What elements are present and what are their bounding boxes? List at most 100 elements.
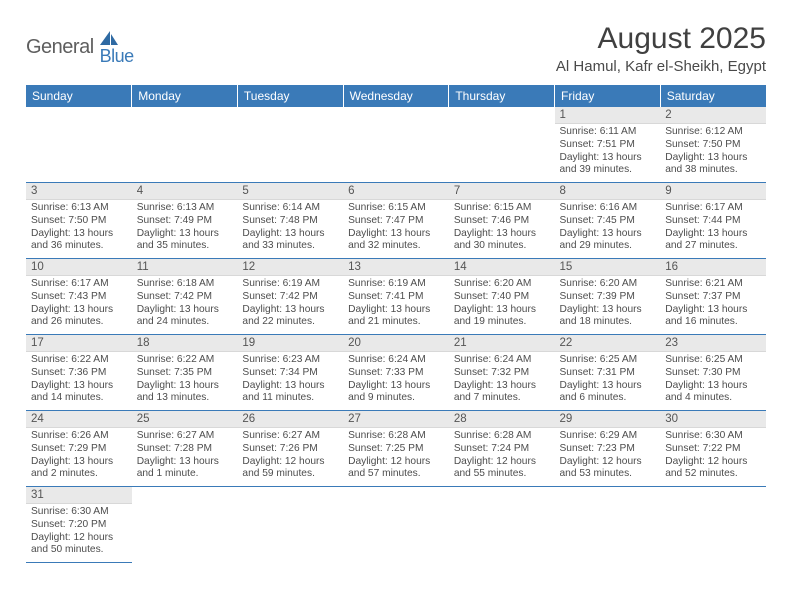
daylight-line: Daylight: 13 hours and 26 minutes.: [31, 304, 127, 330]
calendar-cell: 9Sunrise: 6:17 AMSunset: 7:44 PMDaylight…: [660, 183, 766, 259]
calendar-cell: 17Sunrise: 6:22 AMSunset: 7:36 PMDayligh…: [26, 335, 132, 411]
calendar-body: .....1Sunrise: 6:11 AMSunset: 7:51 PMDay…: [26, 107, 766, 563]
calendar-cell: .: [26, 107, 132, 183]
day-body: Sunrise: 6:23 AMSunset: 7:34 PMDaylight:…: [237, 352, 343, 411]
sunrise-line: Sunrise: 6:25 AM: [560, 354, 656, 367]
daylight-line: Daylight: 12 hours and 57 minutes.: [348, 456, 444, 482]
calendar-cell: 3Sunrise: 6:13 AMSunset: 7:50 PMDaylight…: [26, 183, 132, 259]
daylight-line: Daylight: 13 hours and 24 minutes.: [137, 304, 233, 330]
day-number: 28: [449, 411, 555, 428]
day-body: Sunrise: 6:22 AMSunset: 7:35 PMDaylight:…: [132, 352, 238, 411]
sunrise-line: Sunrise: 6:21 AM: [665, 278, 761, 291]
calendar-cell: 14Sunrise: 6:20 AMSunset: 7:40 PMDayligh…: [449, 259, 555, 335]
day-body: Sunrise: 6:19 AMSunset: 7:41 PMDaylight:…: [343, 276, 449, 335]
day-body: [555, 503, 661, 563]
daylight-line: Daylight: 13 hours and 36 minutes.: [31, 228, 127, 254]
day-number: 12: [237, 259, 343, 276]
sunrise-line: Sunrise: 6:14 AM: [242, 202, 338, 215]
calendar-cell: 7Sunrise: 6:15 AMSunset: 7:46 PMDaylight…: [449, 183, 555, 259]
day-number: 8: [555, 183, 661, 200]
weekday-header: Saturday: [660, 85, 766, 107]
sunrise-line: Sunrise: 6:22 AM: [137, 354, 233, 367]
calendar-cell: 31Sunrise: 6:30 AMSunset: 7:20 PMDayligh…: [26, 487, 132, 563]
calendar-cell: 8Sunrise: 6:16 AMSunset: 7:45 PMDaylight…: [555, 183, 661, 259]
day-number: 2: [660, 107, 766, 124]
calendar-cell: 25Sunrise: 6:27 AMSunset: 7:28 PMDayligh…: [132, 411, 238, 487]
calendar-row: 17Sunrise: 6:22 AMSunset: 7:36 PMDayligh…: [26, 335, 766, 411]
weekday-header: Thursday: [449, 85, 555, 107]
calendar-cell: .: [343, 487, 449, 563]
day-number: 9: [660, 183, 766, 200]
calendar-cell: 12Sunrise: 6:19 AMSunset: 7:42 PMDayligh…: [237, 259, 343, 335]
calendar-cell: 13Sunrise: 6:19 AMSunset: 7:41 PMDayligh…: [343, 259, 449, 335]
sunrise-line: Sunrise: 6:28 AM: [454, 430, 550, 443]
day-number: 5: [237, 183, 343, 200]
day-body: Sunrise: 6:25 AMSunset: 7:31 PMDaylight:…: [555, 352, 661, 411]
sunset-line: Sunset: 7:44 PM: [665, 215, 761, 228]
day-body: Sunrise: 6:26 AMSunset: 7:29 PMDaylight:…: [26, 428, 132, 487]
sunrise-line: Sunrise: 6:20 AM: [454, 278, 550, 291]
day-body: Sunrise: 6:13 AMSunset: 7:49 PMDaylight:…: [132, 200, 238, 259]
day-number: 17: [26, 335, 132, 352]
daylight-line: Daylight: 13 hours and 22 minutes.: [242, 304, 338, 330]
day-body: [26, 123, 132, 183]
calendar-page: General Blue August 2025 Al Hamul, Kafr …: [0, 0, 792, 563]
day-number: 18: [132, 335, 238, 352]
day-number: 19: [237, 335, 343, 352]
sunrise-line: Sunrise: 6:30 AM: [665, 430, 761, 443]
day-number: 4: [132, 183, 238, 200]
sunrise-line: Sunrise: 6:19 AM: [348, 278, 444, 291]
sunset-line: Sunset: 7:28 PM: [137, 443, 233, 456]
daylight-line: Daylight: 12 hours and 59 minutes.: [242, 456, 338, 482]
daylight-line: Daylight: 13 hours and 33 minutes.: [242, 228, 338, 254]
sunrise-line: Sunrise: 6:22 AM: [31, 354, 127, 367]
day-number: 21: [449, 335, 555, 352]
sunset-line: Sunset: 7:49 PM: [137, 215, 233, 228]
day-body: [343, 503, 449, 563]
sunrise-line: Sunrise: 6:30 AM: [31, 506, 127, 519]
sunrise-line: Sunrise: 6:29 AM: [560, 430, 656, 443]
daylight-line: Daylight: 13 hours and 9 minutes.: [348, 380, 444, 406]
sunrise-line: Sunrise: 6:13 AM: [137, 202, 233, 215]
day-body: Sunrise: 6:21 AMSunset: 7:37 PMDaylight:…: [660, 276, 766, 335]
sunset-line: Sunset: 7:51 PM: [560, 139, 656, 152]
calendar-cell: 10Sunrise: 6:17 AMSunset: 7:43 PMDayligh…: [26, 259, 132, 335]
calendar-cell: .: [132, 487, 238, 563]
calendar-cell: 11Sunrise: 6:18 AMSunset: 7:42 PMDayligh…: [132, 259, 238, 335]
calendar-cell: .: [660, 487, 766, 563]
calendar-cell: 16Sunrise: 6:21 AMSunset: 7:37 PMDayligh…: [660, 259, 766, 335]
sunset-line: Sunset: 7:37 PM: [665, 291, 761, 304]
day-number: 24: [26, 411, 132, 428]
sunrise-line: Sunrise: 6:15 AM: [454, 202, 550, 215]
sunset-line: Sunset: 7:47 PM: [348, 215, 444, 228]
day-body: Sunrise: 6:30 AMSunset: 7:20 PMDaylight:…: [26, 504, 132, 563]
day-body: Sunrise: 6:24 AMSunset: 7:33 PMDaylight:…: [343, 352, 449, 411]
daylight-line: Daylight: 13 hours and 32 minutes.: [348, 228, 444, 254]
calendar-row: .....1Sunrise: 6:11 AMSunset: 7:51 PMDay…: [26, 107, 766, 183]
day-body: [237, 503, 343, 563]
day-body: [343, 123, 449, 183]
day-body: Sunrise: 6:17 AMSunset: 7:44 PMDaylight:…: [660, 200, 766, 259]
calendar-row: 3Sunrise: 6:13 AMSunset: 7:50 PMDaylight…: [26, 183, 766, 259]
calendar-row: 10Sunrise: 6:17 AMSunset: 7:43 PMDayligh…: [26, 259, 766, 335]
day-number: 27: [343, 411, 449, 428]
sunset-line: Sunset: 7:24 PM: [454, 443, 550, 456]
sunset-line: Sunset: 7:23 PM: [560, 443, 656, 456]
calendar-cell: 21Sunrise: 6:24 AMSunset: 7:32 PMDayligh…: [449, 335, 555, 411]
day-number: 22: [555, 335, 661, 352]
day-body: Sunrise: 6:13 AMSunset: 7:50 PMDaylight:…: [26, 200, 132, 259]
day-number: 29: [555, 411, 661, 428]
day-body: Sunrise: 6:22 AMSunset: 7:36 PMDaylight:…: [26, 352, 132, 411]
calendar-cell: 27Sunrise: 6:28 AMSunset: 7:25 PMDayligh…: [343, 411, 449, 487]
calendar-cell: .: [343, 107, 449, 183]
calendar-table: SundayMondayTuesdayWednesdayThursdayFrid…: [26, 85, 766, 563]
day-body: Sunrise: 6:30 AMSunset: 7:22 PMDaylight:…: [660, 428, 766, 487]
daylight-line: Daylight: 13 hours and 35 minutes.: [137, 228, 233, 254]
sunrise-line: Sunrise: 6:17 AM: [665, 202, 761, 215]
day-body: Sunrise: 6:28 AMSunset: 7:24 PMDaylight:…: [449, 428, 555, 487]
calendar-row: 31Sunrise: 6:30 AMSunset: 7:20 PMDayligh…: [26, 487, 766, 563]
sunset-line: Sunset: 7:22 PM: [665, 443, 761, 456]
day-number: 11: [132, 259, 238, 276]
day-body: [449, 123, 555, 183]
calendar-cell: 29Sunrise: 6:29 AMSunset: 7:23 PMDayligh…: [555, 411, 661, 487]
